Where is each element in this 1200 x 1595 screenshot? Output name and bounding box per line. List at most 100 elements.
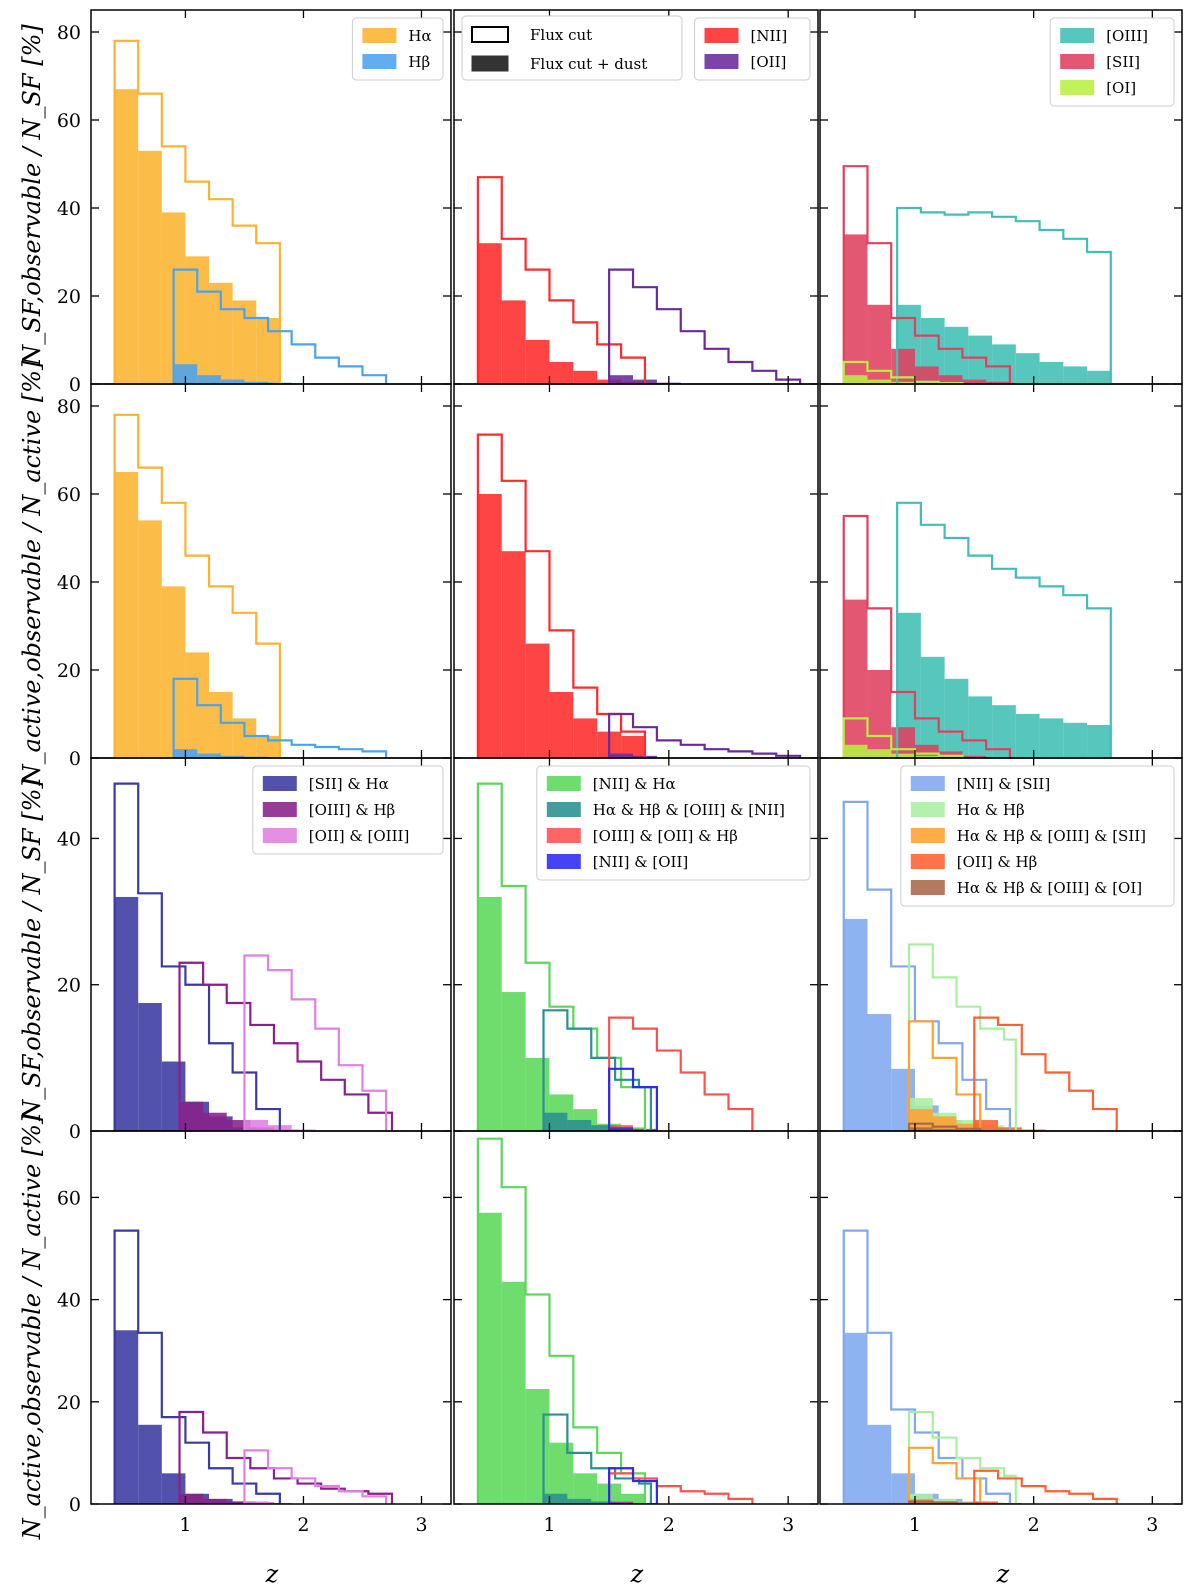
style-legend-frame — [461, 15, 683, 81]
row2-col2-nii-filled-bar-4 — [573, 718, 598, 758]
row2-col1-h-filled-bar-5 — [232, 718, 257, 758]
row2-col2-nii-filled-bar-6 — [621, 736, 645, 758]
row4-col1-ytick-label-40: 40 — [57, 1290, 81, 1312]
row2-col1-h-outline-step — [172, 677, 388, 758]
label-layer: N_SF,observable / N_SF [%] N_active,obse… — [18, 24, 1010, 1588]
row1-col3-oi-outline-step — [842, 360, 964, 385]
row2-col2-nii-filled-bar-3 — [549, 692, 574, 758]
row3-col2-legend-label-1: Hα & Hβ & [OIII] & [NII] — [593, 801, 785, 819]
row4-col2-nii-h-filled-bar-4 — [573, 1473, 598, 1504]
row3-col2-nii-h-outline-step — [476, 782, 647, 1131]
row2-col3-oiii-filled-bar-0 — [897, 612, 921, 758]
row1-col3-legend: [OIII] [SII] [OI] — [1049, 17, 1175, 107]
style-legend-filled-label: Flux cut + dust — [530, 55, 647, 73]
row4-col1-frame — [90, 1130, 452, 1505]
row3-col3-h-h-oiii-oi-filled-bar-1 — [932, 1128, 957, 1131]
row3-col3-legend-label-1: Hα & Hβ — [957, 801, 1025, 819]
row1-col3-sii-filled-bar-1 — [867, 304, 892, 384]
row3-col3-legend: [NII] & [SII] Hα & Hβ Hα & Hβ & [OIII] & [… — [900, 765, 1175, 907]
row4-col2-h-h-oiii-nii-filled-bar-2 — [591, 1501, 616, 1504]
row2-col3-oi-filled-bar-0 — [843, 744, 868, 758]
row1-col1-h-filled-bar-6 — [256, 318, 280, 384]
row4-col3-xtick-label-3: 3 — [1146, 1514, 1158, 1536]
row1-col1-h-outline-step — [172, 268, 388, 384]
row4-col1-oiii-h-filled-bar-0 — [179, 1493, 204, 1504]
row1-col1-h-filled-bar-1 — [138, 150, 162, 384]
row3-col3-panel: [NII] & [SII] Hα & Hβ Hα & Hβ & [OIII] & [… — [819, 757, 1183, 1132]
row1-col3-oiii-outline-step — [896, 206, 1112, 384]
row3-col2-legend-frame — [536, 765, 811, 881]
row3-col2-nii-h-filled-bar-1 — [501, 992, 526, 1131]
row2-col3-sii-filled-bar-3 — [914, 744, 939, 758]
col1-xlabel: z — [265, 1560, 279, 1588]
style-legend-outline-swatch — [471, 26, 509, 43]
row3-col3-legend-label-2: Hα & Hβ & [OIII] & [SII] — [957, 827, 1146, 845]
row1-col1-legend-swatch-0 — [362, 28, 397, 43]
row1-col3-oi-filled-bar-2 — [891, 381, 915, 384]
row1-col2-nii-outline-step — [476, 176, 647, 384]
row2-col1-h-filled-bar-0 — [114, 472, 139, 758]
row3-col2-legend-label-3: [NII] & [OII] — [593, 853, 688, 871]
row3-col1-legend-label-2: [OII] & [OIII] — [309, 827, 410, 845]
row1-col3-oiii-filled-bar-4 — [992, 344, 1016, 384]
row3-col1-legend-swatch-0 — [262, 776, 297, 791]
row4-col2-nii-h-filled-bar-0 — [477, 1212, 502, 1504]
row1-col2-nii-filled-bar-3 — [549, 362, 574, 384]
row2-col1-h-filled-bar-2 — [220, 755, 245, 758]
row3-col2-h-h-oiii-nii-filled-bar-2 — [591, 1125, 616, 1131]
row1-col1-h-filled-bar-4 — [209, 282, 233, 384]
row4-col2-h-h-oiii-nii-filled-bar-1 — [567, 1498, 592, 1504]
row4-col2-nii-oii-outline-step — [608, 1467, 658, 1504]
row1-col1-legend-label-1: Hβ — [408, 53, 430, 71]
row2-col1-h-outline-step — [113, 413, 281, 758]
row2-col1-h-filled-bar-2 — [161, 586, 186, 758]
row4-col1-sii-h-filled-bar-1 — [138, 1424, 162, 1504]
row1-col2-nii-filled-bar-4 — [573, 370, 598, 384]
row2-col1-ytick-label-60: 60 — [57, 484, 81, 506]
row3-col3-legend-label-4: Hα & Hβ & [OIII] & [OI] — [957, 879, 1142, 897]
row3-col2-h-h-oiii-nii-filled-bar-0 — [543, 1112, 568, 1131]
row2-col3-panel — [819, 383, 1183, 759]
row1-col1-ytick-label-20: 20 — [57, 286, 81, 308]
row1-col3-legend-label-1: [SII] — [1106, 53, 1140, 71]
row1-col2-oii-filled-bar-0 — [609, 375, 634, 384]
row3-col1-sii-h-filled-bar-1 — [138, 1003, 162, 1131]
row4-col1-oiii-h-outline-step — [178, 1410, 394, 1504]
row4-col3-nii-sii-filled-bar-1 — [867, 1424, 892, 1504]
row2-col2-oii-outline-step — [608, 712, 802, 758]
row3-ylabel: N_SF,observable / N_SF [%] — [18, 779, 46, 1122]
row1-col3-legend-swatch-2 — [1060, 80, 1095, 95]
row1-col1-h-filled-bar-3 — [244, 381, 269, 384]
row1-col3-legend-swatch-0 — [1060, 28, 1095, 43]
row4-col2-nii-oii-filled-bar-0 — [609, 1502, 634, 1504]
row4-col1-oiii-h-filled-bar-2 — [226, 1501, 251, 1504]
row2-col3-sii-filled-bar-5 — [962, 755, 987, 758]
row1-col3-oiii-filled-bar-3 — [968, 335, 993, 384]
row2-col1-h-filled-bar-1 — [197, 753, 221, 758]
row3-col1-ytick-label-0: 0 — [69, 1121, 81, 1143]
row2-col1-h-filled-bar-1 — [138, 520, 162, 758]
row3-col2-oiii-oii-h-outline-step — [608, 1016, 754, 1131]
row2-col3-sii-filled-bar-1 — [867, 670, 892, 758]
row1-col3-oiii-filled-bar-5 — [1015, 353, 1040, 384]
row1-col1-h-filled-bar-1 — [197, 375, 221, 384]
row1-col3-sii-filled-bar-3 — [914, 366, 939, 384]
row4-col1-sii-h-outline-step — [113, 1229, 281, 1504]
style-legend-outline-label: Flux cut — [530, 26, 592, 44]
row3-col2-legend-swatch-3 — [546, 854, 581, 869]
row1-col2-nii-filled-bar-2 — [525, 340, 550, 384]
row2-col3-oi-filled-bar-3 — [914, 755, 939, 758]
row3-col1-legend-swatch-1 — [262, 802, 297, 817]
row1-col1-h-outline-step — [113, 39, 281, 384]
row1-col2-nii-filled-bar-1 — [501, 300, 526, 384]
style-legend: Flux cut Flux cut + dust — [461, 15, 683, 81]
row1-col1-legend-label-0: Hα — [408, 27, 431, 45]
row3-col3-legend-label-0: [NII] & [SII] — [957, 775, 1050, 793]
row3-col3-h-h-oiii-oi-outline-step — [907, 1122, 982, 1131]
row1-col3-legend-swatch-1 — [1060, 54, 1095, 69]
row4-col2-frame — [453, 1130, 819, 1505]
row3-col3-legend-swatch-3 — [910, 854, 945, 869]
row3-col3-h-h-oiii-sii-outline-step — [907, 1020, 982, 1131]
row1-col1-h-filled-bar-5 — [232, 300, 257, 384]
